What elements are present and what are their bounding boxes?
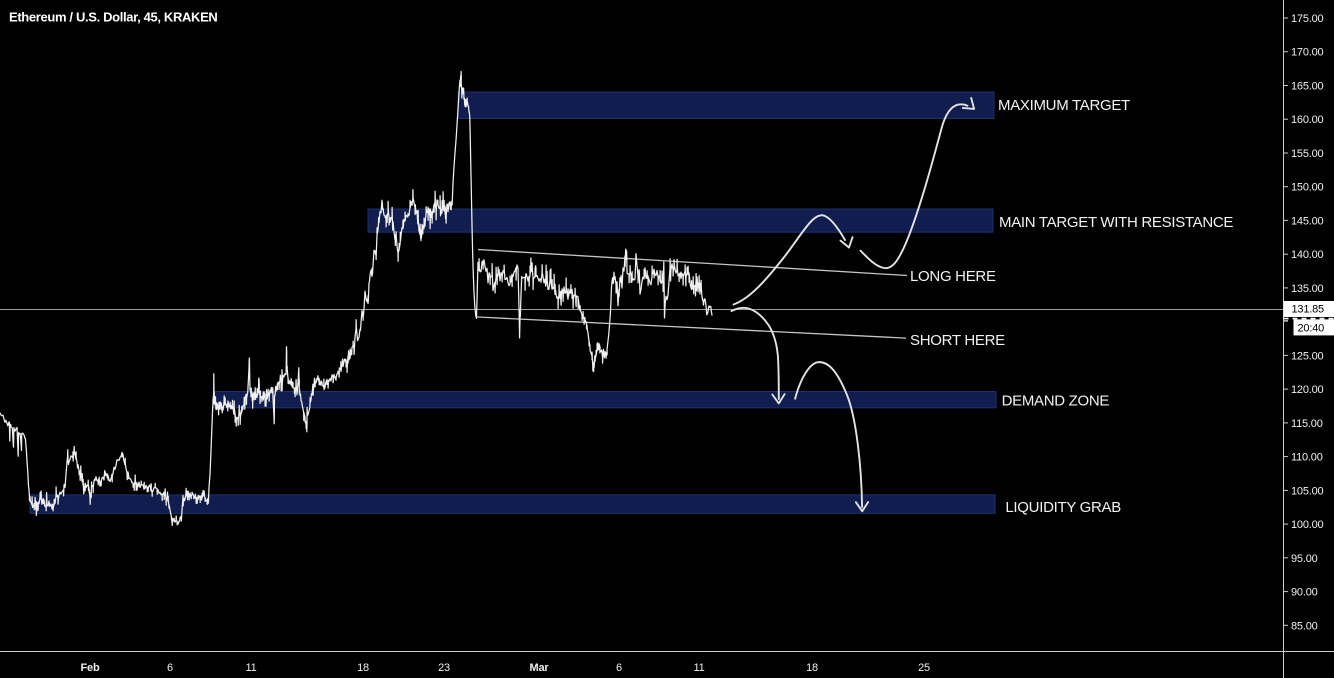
svg-text:125.00: 125.00 [1291,350,1324,362]
svg-text:25: 25 [918,662,930,674]
svg-text:18: 18 [357,662,369,674]
svg-text:110.00: 110.00 [1291,452,1323,464]
svg-text:175.00: 175.00 [1291,13,1324,25]
svg-text:145.00: 145.00 [1291,215,1324,227]
svg-text:100.00: 100.00 [1291,519,1324,531]
svg-text:Mar: Mar [530,662,550,674]
svg-text:11: 11 [245,662,256,674]
svg-text:20:40: 20:40 [1298,322,1325,334]
svg-text:160.00: 160.00 [1291,114,1324,126]
svg-text:165.00: 165.00 [1291,81,1324,93]
svg-text:MAXIMUM TARGET: MAXIMUM TARGET [998,97,1130,114]
svg-text:18: 18 [806,662,818,674]
svg-text:131.85: 131.85 [1292,304,1325,316]
svg-text:120.00: 120.00 [1291,384,1324,396]
svg-text:95.00: 95.00 [1291,553,1318,565]
svg-text:135.00: 135.00 [1291,283,1324,295]
svg-text:105.00: 105.00 [1291,485,1324,497]
svg-text:150.00: 150.00 [1291,182,1324,194]
svg-text:LIQUIDITY GRAB: LIQUIDITY GRAB [1005,499,1121,516]
svg-text:Ethereum / U.S. Dollar, 45, KR: Ethereum / U.S. Dollar, 45, KRAKEN [9,10,217,25]
svg-text:170.00: 170.00 [1291,47,1324,59]
svg-text:85.00: 85.00 [1291,620,1318,632]
svg-text:23: 23 [438,662,450,674]
svg-text:155.00: 155.00 [1291,148,1324,160]
svg-text:MAIN TARGET WITH RESISTANCE: MAIN TARGET WITH RESISTANCE [999,214,1233,231]
svg-text:140.00: 140.00 [1291,249,1324,261]
svg-text:LONG HERE: LONG HERE [910,268,996,285]
svg-text:115.00: 115.00 [1291,418,1323,430]
svg-text:Feb: Feb [81,662,100,674]
svg-text:6: 6 [616,662,622,674]
svg-text:6: 6 [167,662,173,674]
svg-text:SHORT HERE: SHORT HERE [910,332,1005,349]
svg-text:90.00: 90.00 [1291,587,1318,599]
svg-text:DEMAND ZONE: DEMAND ZONE [1002,393,1110,410]
svg-text:11: 11 [693,662,704,674]
